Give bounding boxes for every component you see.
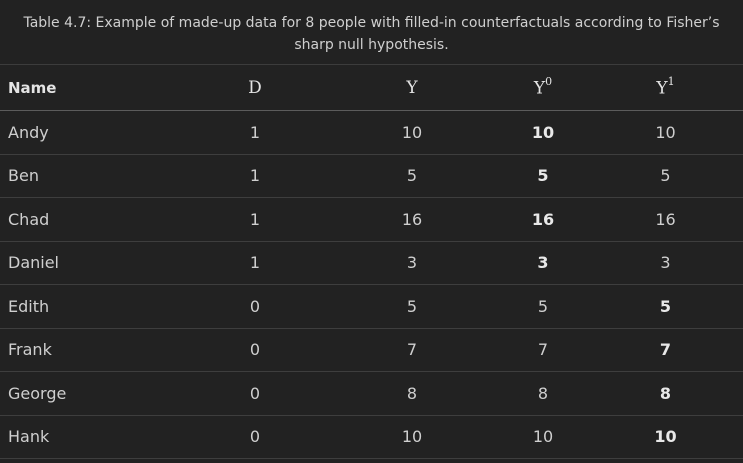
cell-y1: 10 [655,122,676,142]
table-row: George 0 8 8 8 [0,372,743,415]
cell-y0: 10 [531,122,555,142]
cell-y0: 16 [531,209,555,229]
cell-name: Frank [8,340,52,360]
header-y: Y [406,77,418,98]
header-row: Name D Y Y0 Y1 [0,64,743,111]
cell-y: 16 [401,209,423,229]
cell-d: 1 [249,122,261,142]
header-y1: Y1 [588,65,743,111]
cell-y0: 10 [532,427,554,447]
cell-d: 1 [249,253,261,273]
cell-y: 3 [406,253,418,273]
header-y0-superscript: 0 [545,74,553,88]
cell-y0: 7 [537,340,549,360]
cell-y: 5 [406,296,418,316]
table-caption: Table 4.7: Example of made-up data for 8… [23,15,720,53]
cell-y1: 16 [655,209,676,229]
cell-name: Chad [8,209,50,229]
cell-y1: 5 [659,296,672,316]
header-y0: Y0 [498,65,588,111]
table-row: Chad 1 16 16 16 [0,198,743,241]
cell-name: Ben [8,166,39,186]
cell-y: 8 [406,383,418,403]
cell-d: 0 [249,383,261,403]
cell-d: 1 [249,166,261,186]
table-row: Daniel 1 3 3 3 [0,241,743,285]
table-row: Edith 0 5 5 5 [0,285,743,328]
counterfactual-table: Name D Y Y0 Y1 Andy 1 10 10 10 Ben 1 5 5 5 Chad 1 16… [0,64,743,459]
cell-y1: 3 [660,253,671,273]
cell-y1: 8 [659,383,672,403]
cell-y0: 3 [537,253,549,273]
cell-d: 0 [249,427,261,447]
table-row: Andy 1 10 10 10 [0,111,743,154]
header-y1-superscript: 1 [667,74,675,88]
cell-y0: 5 [537,296,549,316]
cell-y: 7 [406,340,418,360]
table-header: Name D Y Y0 Y1 [0,64,743,111]
table-row: Frank 0 7 7 7 [0,328,743,372]
cell-y0: 5 [537,166,549,186]
table-row: Ben 1 5 5 5 [0,154,743,198]
table-body: Andy 1 10 10 10 Ben 1 5 5 5 Chad 1 16 16 16 Daniel 1 3 3 3 E… [0,111,743,459]
cell-d: 0 [249,340,261,360]
cell-name: Edith [8,296,50,316]
header-y0-base: Y [533,78,546,99]
cell-name: George [8,383,67,403]
header-d: D [248,77,262,98]
cell-y: 10 [401,122,423,142]
cell-y0: 8 [537,383,549,403]
cell-y1: 5 [660,166,671,186]
cell-name: Daniel [8,253,59,273]
cell-y: 5 [406,166,418,186]
cell-d: 1 [249,209,261,229]
cell-name: Hank [8,427,50,447]
header-name: Name [8,78,57,97]
table-row: Hank 0 10 10 10 [0,415,743,459]
cell-y: 10 [401,427,423,447]
header-y1-base: Y [656,78,668,99]
cell-y1: 10 [654,427,677,447]
cell-name: Andy [8,122,49,142]
cell-d: 0 [249,296,261,316]
cell-y1: 7 [659,340,672,360]
